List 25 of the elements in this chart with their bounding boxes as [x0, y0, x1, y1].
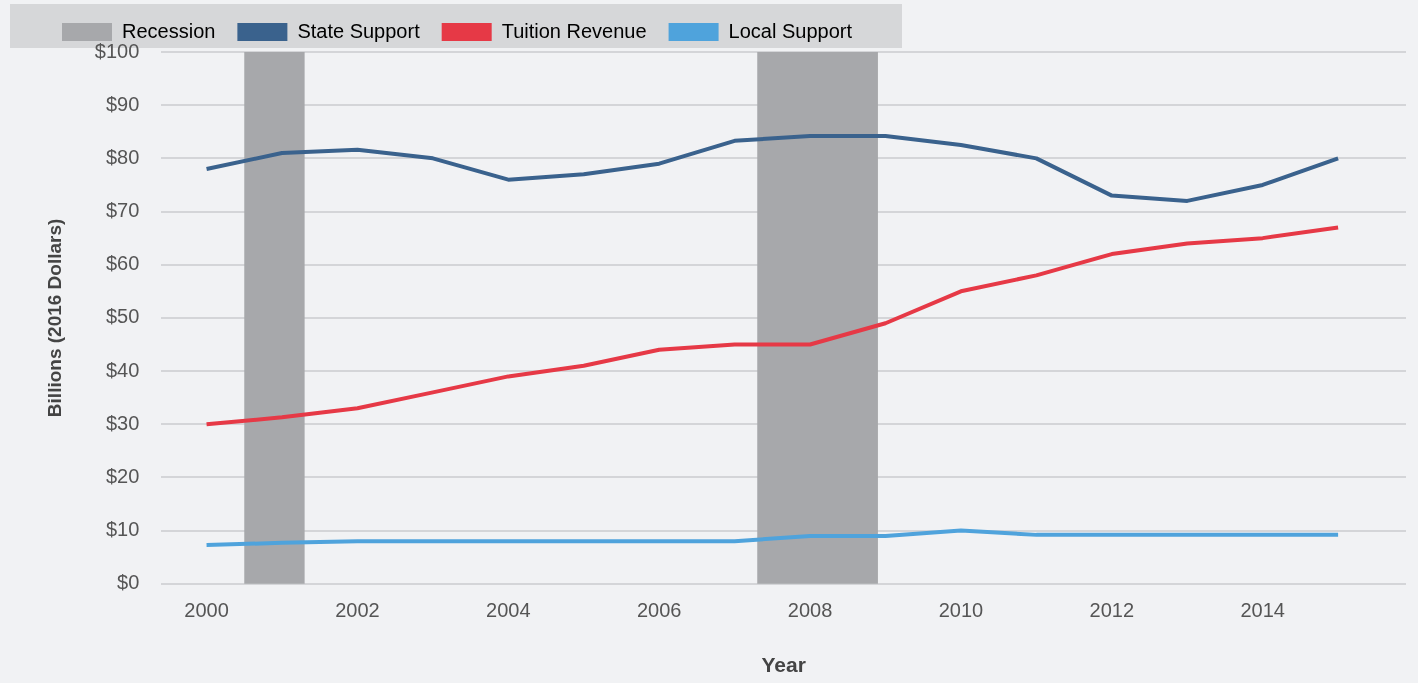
y-tick-label: $70 [105, 199, 140, 222]
y-tick-label: $40 [105, 358, 140, 381]
x-tick-label: 2004 [486, 599, 531, 622]
y-tick-label: $20 [105, 464, 140, 487]
y-tick-label: $90 [105, 92, 140, 115]
x-tick-label: 2002 [335, 599, 380, 622]
x-tick-label: 2008 [787, 599, 833, 622]
y-axis-title: Billions (2016 Dollars) [43, 218, 65, 418]
y-tick-label: $30 [105, 411, 140, 434]
legend-label: Tuition Revenue [501, 19, 647, 42]
y-tick-label: $10 [105, 518, 140, 541]
legend-label: State Support [297, 19, 421, 42]
x-tick-label: 2010 [938, 599, 984, 622]
x-axis-title: Year [761, 653, 806, 677]
x-tick-label: 2014 [1240, 599, 1285, 622]
y-tick-label: $50 [105, 305, 140, 328]
legend-label: Recession [122, 19, 216, 42]
y-tick-label: $60 [105, 252, 140, 275]
legend-label: Local Support [728, 19, 853, 42]
y-tick-label: $80 [105, 145, 140, 168]
y-tick-label: $0 [117, 571, 140, 594]
x-tick-label: 2012 [1089, 599, 1135, 622]
x-tick-label: 2000 [184, 599, 229, 622]
x-tick-label: 2006 [636, 599, 682, 622]
y-tick-label: $100 [94, 39, 140, 62]
